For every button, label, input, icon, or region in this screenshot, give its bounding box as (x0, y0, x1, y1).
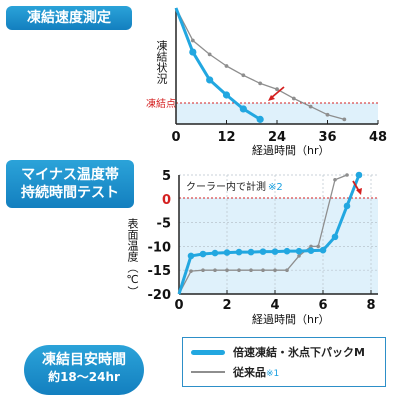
chart1-point (308, 104, 313, 109)
chart1-threshold-label: 凍結点 (146, 97, 176, 110)
chart1-point (241, 73, 246, 78)
legend-item-secondary: 従来品※1 (191, 364, 279, 380)
summary-value: 約18～24hr (48, 370, 120, 384)
chart1-point (206, 76, 214, 84)
chart2-annotation: クーラー内で計測 ※2 (186, 180, 283, 193)
chart2-point (199, 250, 207, 258)
chart2-point (307, 247, 315, 254)
chart2-point (295, 247, 303, 255)
chart1-xtick-label: 48 (369, 130, 387, 145)
chart2-point (259, 248, 267, 255)
chart1-title: 凍結速度測定 (6, 6, 132, 30)
chart2-point (333, 177, 337, 182)
chart2-point (223, 249, 231, 256)
chart1-xtick-label: 24 (268, 130, 286, 145)
legend-swatch-primary (191, 349, 225, 355)
legend-label-secondary-wrap: 従来品※1 (233, 364, 279, 380)
legend: 倍速凍結・氷点下パックM 従来品※1 (182, 337, 386, 387)
chart2-point (355, 171, 363, 179)
chart2-point (187, 252, 195, 260)
summary-title: 凍結目安時間 (42, 352, 126, 368)
chart2-point (331, 233, 339, 241)
chart1-arrow-head (268, 95, 275, 101)
chart2-ylabel: 表面温度（℃） (126, 218, 139, 297)
chart1-xtick-label: 0 (171, 130, 180, 145)
chart2-point (225, 268, 229, 273)
chart2-point (261, 268, 265, 273)
chart1-point (189, 48, 197, 56)
chart2-point (271, 248, 279, 255)
chart1-xtick-label: 36 (318, 130, 336, 145)
legend-item-primary: 倍速凍結・氷点下パックM (191, 344, 365, 360)
chart2-series-line (177, 174, 361, 295)
legend-swatch-secondary (191, 371, 225, 373)
legend-label-primary: 倍速凍結・氷点下パックM (233, 346, 365, 359)
chart1-xlabel: 経過時間（hr） (252, 144, 330, 157)
chart2-point (213, 268, 217, 273)
chart1-ylabel: 凍結状況 (155, 40, 168, 84)
chart1-point (190, 38, 195, 43)
chart2-xtick-label: 6 (318, 298, 327, 313)
legend-label-secondary: 従来品 (233, 366, 266, 379)
chart2-point (189, 269, 193, 273)
chart2-point (211, 249, 219, 257)
chart2-point (285, 268, 289, 273)
chart2-ytick-label: -20 (148, 288, 172, 303)
chart2-ytick-label: -15 (148, 264, 172, 279)
chart2-ytick-label: -10 (148, 240, 172, 255)
chart2-title: マイナス温度帯 持続時間テスト (6, 160, 134, 208)
chart2-point (319, 246, 327, 254)
chart2-point (247, 248, 255, 256)
chart2-point (343, 202, 351, 210)
chart1-point (342, 117, 347, 122)
chart1-point (325, 112, 330, 117)
chart2-fill (179, 198, 378, 294)
chart1-point (256, 115, 264, 123)
chart2-ytick-label: -5 (157, 217, 171, 232)
chart2-arrow-head (356, 188, 362, 195)
chart2-xtick-label: 8 (366, 298, 375, 313)
chart1-fill (176, 103, 378, 124)
chart2-point (235, 248, 243, 256)
legend-note-secondary: ※1 (266, 369, 280, 379)
chart1-point (222, 91, 231, 99)
chart2-ytick-label: 5 (162, 169, 171, 184)
chart2-xlabel: 経過時間（hr） (252, 313, 330, 326)
chart1-point (224, 64, 229, 68)
chart2-arrow (352, 180, 360, 192)
chart2-point (201, 268, 205, 273)
chart1-point (275, 87, 279, 92)
chart1-xtick-label: 12 (217, 130, 235, 145)
chart2-point (345, 173, 349, 177)
chart1-point (291, 96, 296, 101)
chart2-point (297, 254, 301, 258)
chart2-point (237, 268, 241, 273)
chart2-xtick-label: 4 (270, 298, 279, 313)
chart1-point (239, 105, 247, 113)
chart2-ytick-label: 0 (162, 193, 171, 208)
chart2-xtick-label: 2 (222, 298, 231, 313)
chart2-point (309, 244, 313, 249)
chart2-point (316, 244, 321, 249)
chart2-point (283, 247, 291, 255)
chart1-point (258, 81, 263, 86)
freeze-time-summary: 凍結目安時間 約18～24hr (24, 345, 144, 395)
chart2-point (273, 268, 277, 273)
chart1-arrow (270, 86, 285, 99)
chart2-point (249, 268, 253, 273)
chart1-point (207, 52, 212, 57)
chart2-xtick-label: 0 (174, 298, 183, 313)
